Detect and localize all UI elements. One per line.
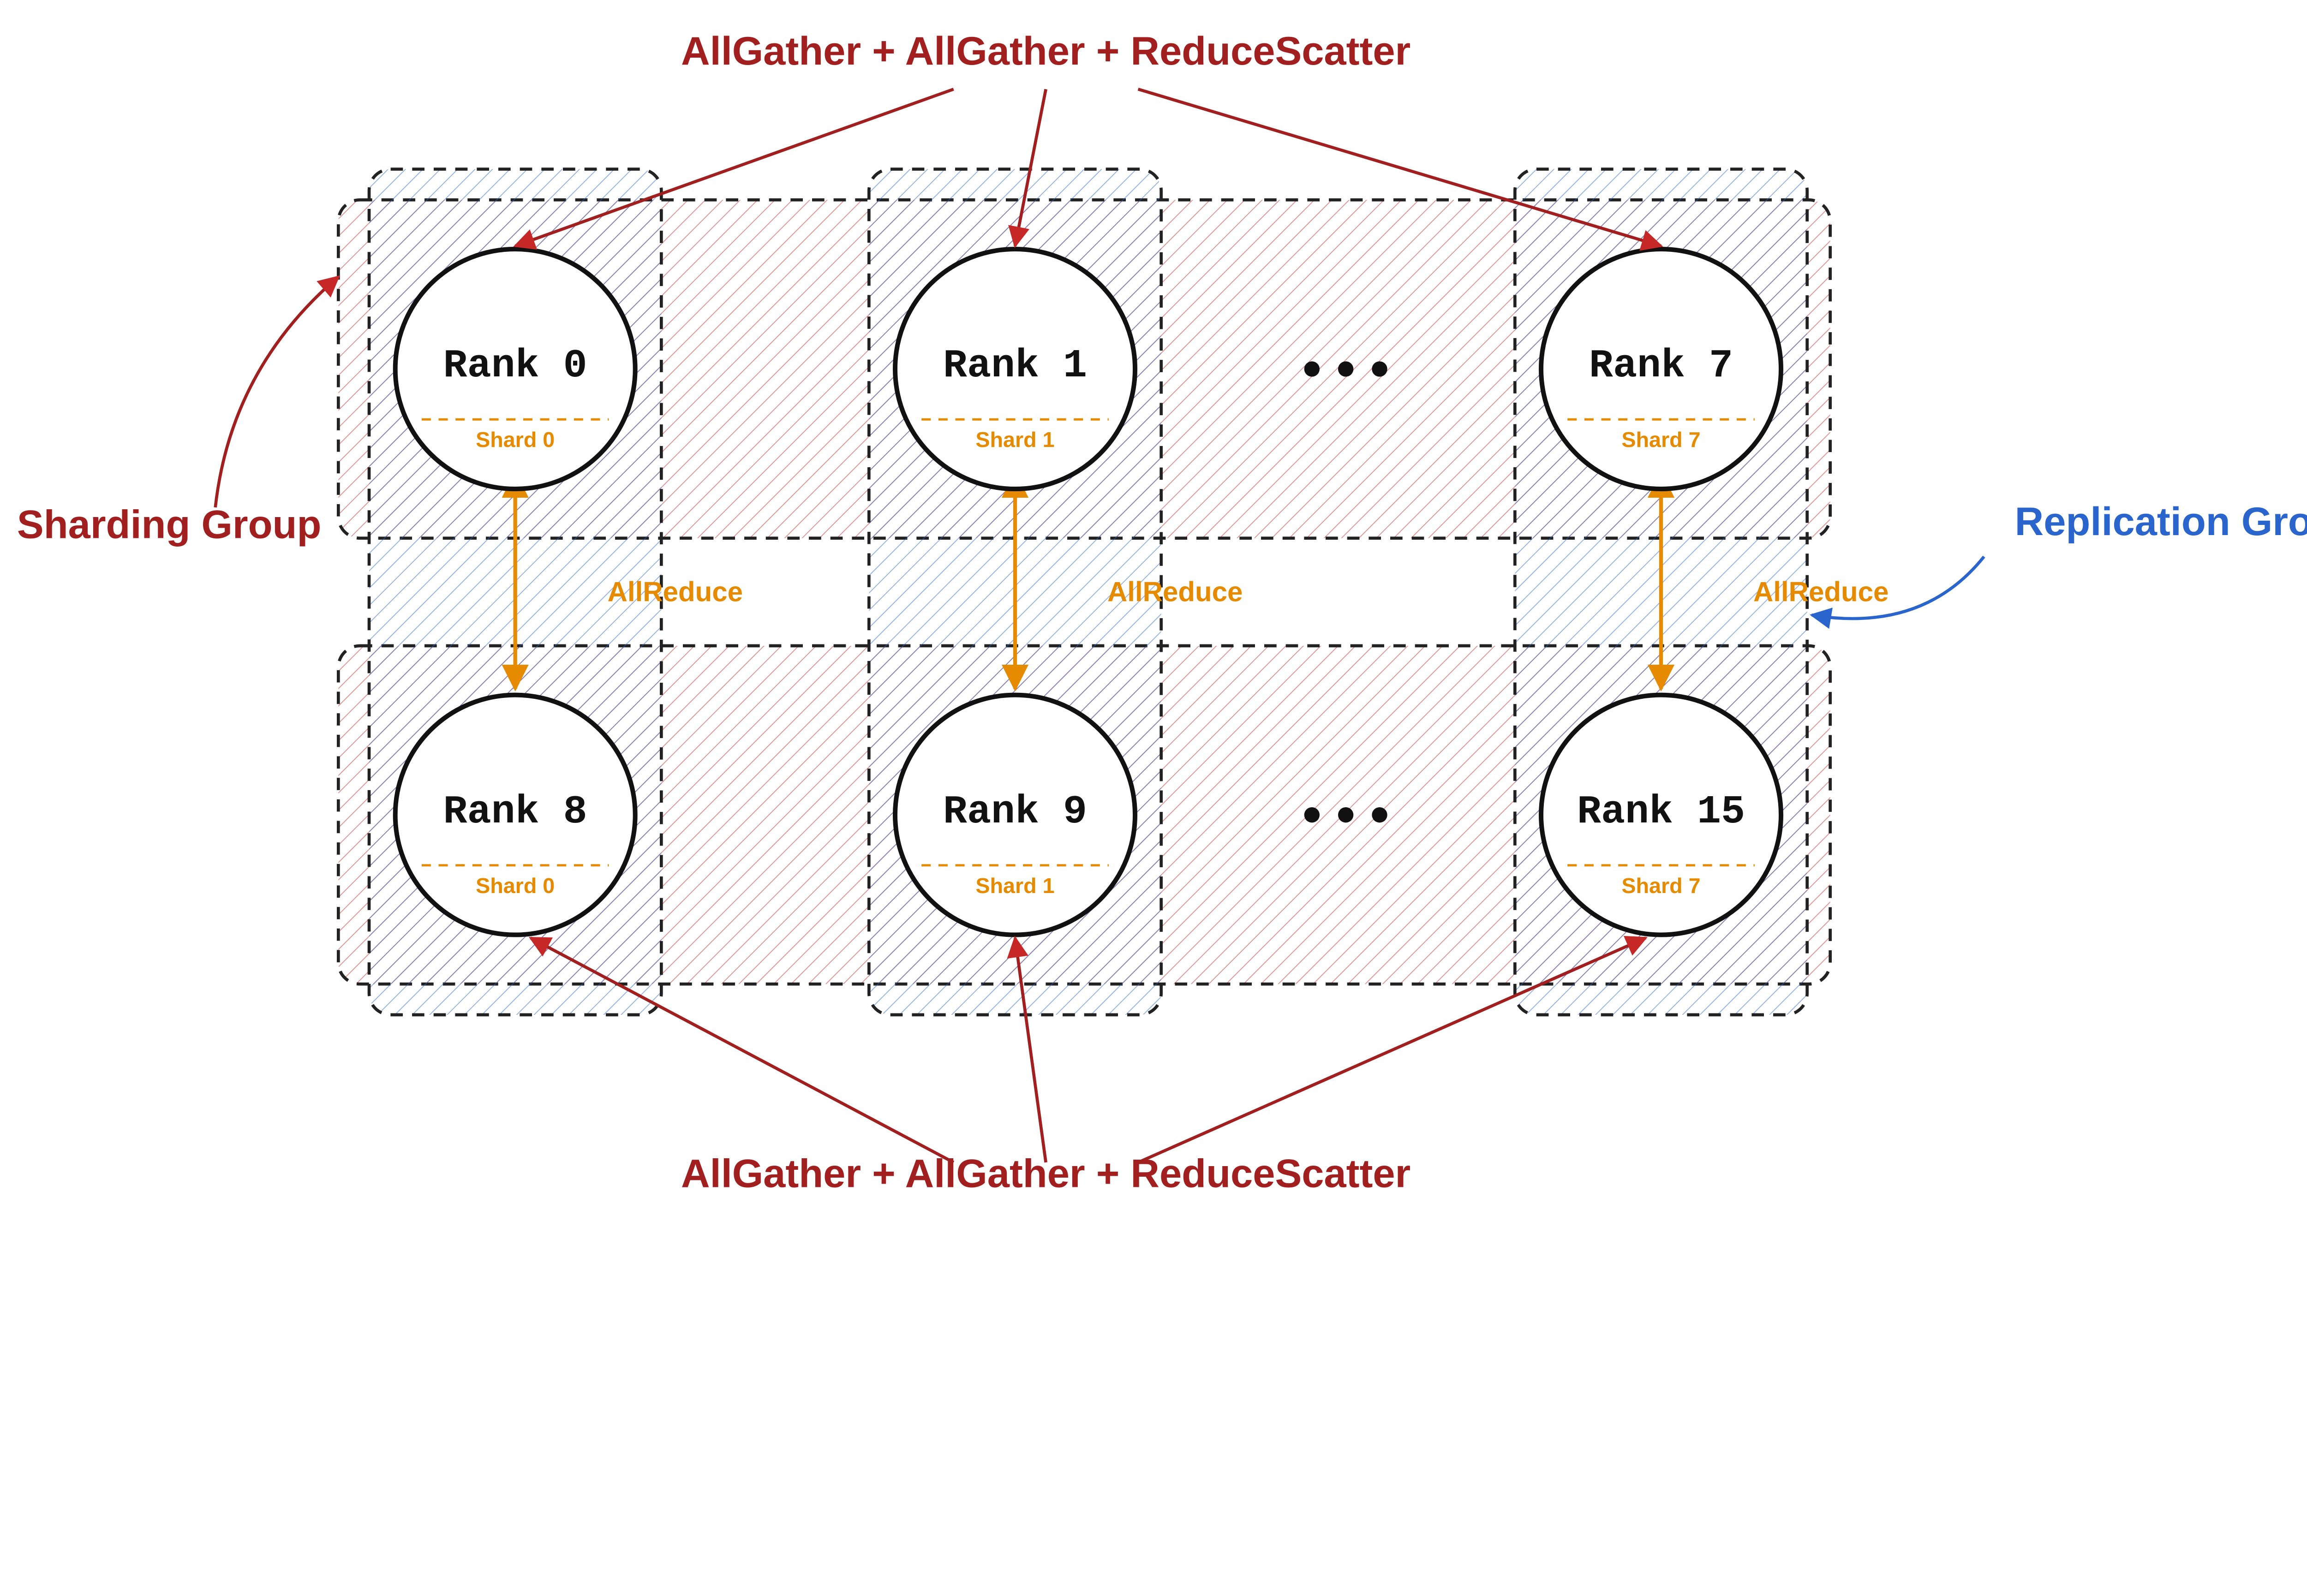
shard-label: Shard 7	[1621, 428, 1700, 452]
ellipsis-dot	[1372, 807, 1387, 822]
shard-label: Shard 1	[975, 428, 1054, 452]
rank-label: Rank 1	[943, 344, 1087, 389]
ellipsis-dot	[1372, 361, 1387, 376]
diagram-canvas: AllReduce AllReduce AllReduce Rank 0 Shard …	[0, 0, 2307, 1215]
sharding-group-label: Sharding Group	[17, 503, 322, 547]
rank-label: Rank 9	[943, 790, 1087, 835]
bottom-annotation: AllGather + AllGather + ReduceScatter	[681, 1151, 1410, 1196]
shard-label: Shard 0	[476, 428, 555, 452]
replication-group-label: Replication Group	[2015, 500, 2307, 544]
rank-label: Rank 8	[443, 790, 587, 835]
ellipsis-dot	[1338, 361, 1353, 376]
ellipsis-dot	[1304, 807, 1320, 822]
sharding-group-arrow	[215, 277, 339, 507]
ellipsis-dot	[1338, 807, 1353, 822]
ellipsis-dot	[1304, 361, 1320, 376]
rank-label: Rank 0	[443, 344, 587, 389]
shard-label: Shard 1	[975, 874, 1054, 898]
allreduce-label: AllReduce	[1753, 576, 1889, 607]
top-annotation: AllGather + AllGather + ReduceScatter	[681, 29, 1410, 73]
allreduce-label: AllReduce	[1107, 576, 1243, 607]
rank-label: Rank 15	[1577, 790, 1745, 835]
shard-label: Shard 7	[1621, 874, 1700, 898]
allreduce-label: AllReduce	[608, 576, 743, 607]
rank-label: Rank 7	[1589, 344, 1733, 389]
shard-label: Shard 0	[476, 874, 555, 898]
